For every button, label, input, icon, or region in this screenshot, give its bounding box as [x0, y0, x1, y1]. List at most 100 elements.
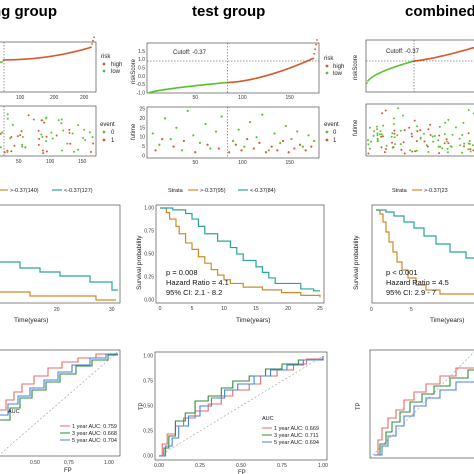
combined-event-point [409, 149, 411, 152]
combined-event-point [376, 139, 379, 142]
test-km-panel: Survival probability 0 5 10 15 20 25 0.00 0.25 0… [136, 204, 325, 324]
roc-y-tick: 0.75 [143, 379, 153, 385]
combined-event-point [400, 148, 403, 151]
training-event-point [45, 140, 48, 143]
test-risk-legend-title: risk [324, 56, 334, 62]
combined-event-point [385, 148, 387, 150]
event-point-dead [298, 143, 302, 146]
combined-km-pvalue: p < 0.001 [386, 268, 418, 277]
test-event0-label: 0 [333, 130, 337, 136]
roc-x-tick: 0.00 [154, 463, 164, 469]
combined-event-point [462, 121, 465, 124]
training-event-point [27, 114, 30, 117]
event-point-dead [287, 151, 290, 154]
event-point-alive [273, 132, 276, 135]
event-x-tick: 50 [192, 160, 198, 166]
combined-roc-3y-curve [374, 369, 474, 456]
training-event-point [45, 150, 48, 153]
test-event-panel: futime 0 5 10 15 20 25 50 100 150 event 0 1 [131, 107, 339, 167]
training-risk-point [1, 61, 4, 63]
training-event-point [82, 137, 85, 139]
combined-event-ylab: futime [353, 119, 359, 136]
combined-event-point [367, 143, 370, 146]
training-event-point [57, 119, 60, 122]
combined-event-point [391, 132, 394, 135]
event-point-dead [258, 141, 261, 144]
training-event-panel: 50 100 150 event 0 1 [0, 105, 115, 165]
svg-text:0.75: 0.75 [64, 460, 74, 466]
event-point-alive [204, 122, 207, 126]
combined-event-point [438, 125, 441, 128]
roc-legend-label: 3 year AUC: 0.711 [274, 433, 319, 439]
combined-event-point [378, 133, 381, 136]
combined-event-point [367, 139, 369, 142]
km-x-tick: 5 [191, 306, 194, 312]
test-strata-low: <-0.37(84) [250, 188, 276, 194]
test-event-ylab: futime [131, 123, 137, 140]
combined-event-point [376, 132, 379, 135]
event-point-dead [270, 145, 273, 148]
roc-y-tick: 1.00 [143, 354, 153, 360]
combined-event-point [433, 135, 436, 137]
training-km-xlab: Time(years) [14, 317, 48, 324]
event-y-tick: 20 [139, 116, 145, 122]
km-x-tick: 25 [317, 306, 323, 312]
training-event-point [43, 121, 46, 124]
combined-event-point [444, 121, 447, 124]
test-km-hr: Hazard Ratio = 4.1 [166, 278, 229, 287]
training-risk-point [92, 39, 94, 42]
event-y-tick: 25 [139, 107, 145, 113]
training-event-point [60, 118, 63, 121]
roc-x-tick: 0.50 [236, 463, 246, 469]
training-event-point [91, 136, 94, 139]
training-event-point [50, 131, 53, 134]
test-event-legend-title: event [324, 122, 339, 128]
roc-y-tick: 0.50 [143, 404, 153, 410]
training-event-point [41, 149, 44, 152]
risk-point-high [312, 57, 315, 60]
combined-event-point [461, 151, 463, 154]
training-event-point [10, 150, 13, 153]
combined-event-point [447, 118, 450, 121]
combined-event-point [422, 132, 425, 135]
svg-text:100: 100 [46, 159, 55, 165]
training-event-point [6, 117, 9, 120]
training-strata-legend: >-0.37(140) <-0.37(127) [0, 188, 93, 194]
svg-text:20: 20 [54, 307, 60, 313]
event1-label: 1 [111, 138, 115, 144]
test-roc-xlab: FP [238, 470, 246, 474]
combined-km-panel: Survival probability p < 0.001 Hazard Ra… [353, 204, 474, 324]
risk-x-tick: 100 [238, 95, 247, 101]
combined-event-point [438, 134, 441, 137]
test-strata-high: >-0.37(95) [200, 188, 226, 194]
event-point-dead [234, 143, 237, 146]
training-roc-xlab: FP [64, 468, 72, 474]
event-point-alive [248, 121, 252, 124]
event-point-alive [231, 139, 235, 143]
event-x-tick: 100 [238, 160, 247, 166]
test-risk-panel: riskScore -1.0 -0.5 0.0 0.5 1.0 1.5 50 100 150 C… [131, 39, 344, 101]
combined-event-point [445, 140, 448, 143]
combined-event-point [376, 134, 379, 137]
roc-x-tick: 1.00 [318, 463, 328, 469]
combined-roc-panel: TP [356, 349, 474, 459]
risk-high-key [102, 62, 106, 66]
combined-event-point [455, 126, 457, 129]
risk-x-tick: 150 [285, 95, 294, 101]
training-event-point [88, 131, 91, 134]
combined-event-point [419, 129, 422, 132]
event-point-alive [237, 128, 240, 131]
training-event-point [69, 142, 72, 145]
event1-key [102, 138, 106, 142]
combined-event-point [390, 135, 393, 138]
training-km-low-curve [0, 261, 118, 291]
event-point-alive [307, 134, 310, 137]
combined-event-point [413, 119, 416, 122]
combined-event-point [437, 139, 440, 142]
risk-y-tick: 1.0 [138, 57, 145, 63]
event-point-dead [264, 151, 268, 154]
combined-event-point [467, 132, 470, 135]
combined-event-point [427, 128, 430, 131]
combined-event-point [431, 135, 434, 138]
combined-event-point [416, 125, 419, 128]
